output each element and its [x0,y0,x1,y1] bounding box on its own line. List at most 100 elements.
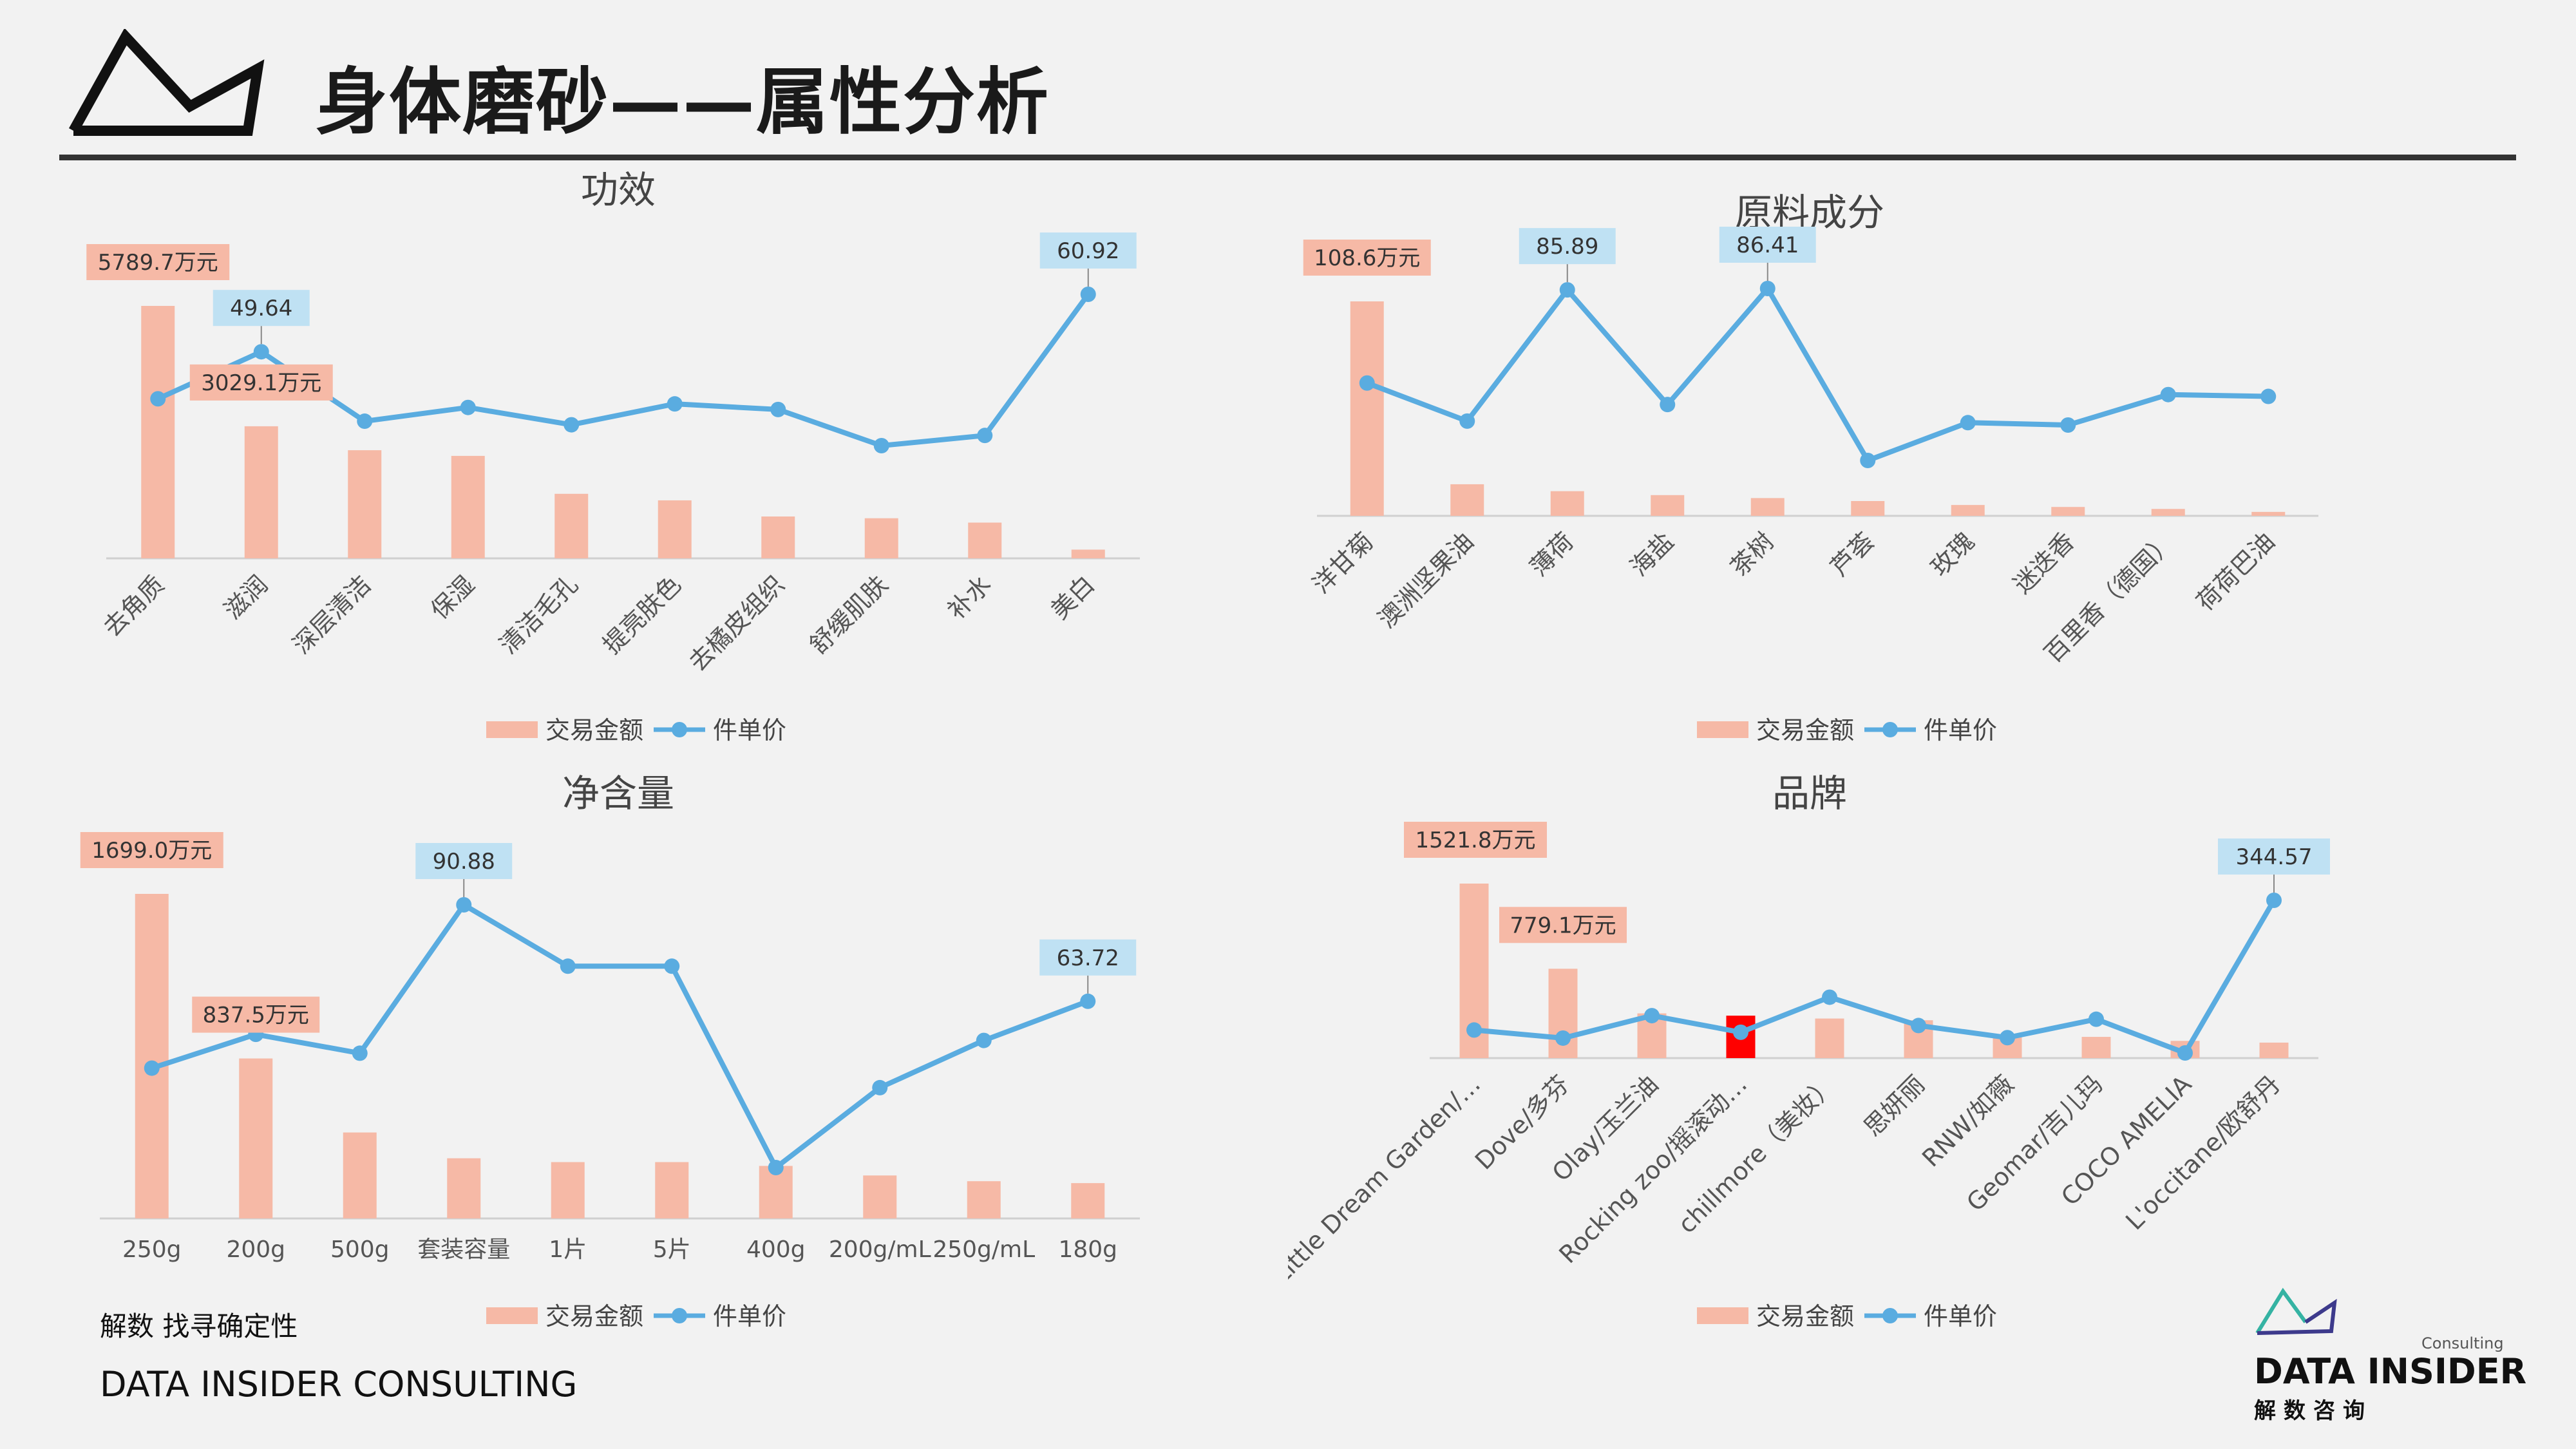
label-box [1519,228,1616,265]
page-title: 身体磨砂——属性分析 [316,61,1050,144]
line-point [1733,1024,1748,1040]
line-data-label: 90.88 [415,843,513,897]
line-point [144,1060,160,1076]
bar [554,493,589,558]
tick-label: chillmore（美妆） [1672,1070,1841,1238]
bar [1851,501,1885,516]
bar [1071,1183,1105,1218]
label-box [2218,838,2330,875]
tick-label: 提亮肤色 [598,570,687,659]
title-divider [59,155,2516,160]
legend-bar-swatch [486,721,538,738]
line-point [253,344,269,360]
line-point [560,958,576,974]
line-data-label: 85.89 [1519,228,1616,283]
tick-label: 去橘皮组织 [683,570,790,676]
line-point [1960,415,1976,431]
tick-label: 深层清洁 [287,570,377,659]
bar-data-label: 5789.7万元 [86,244,230,280]
label-box [1404,822,1547,858]
bar [655,1162,689,1218]
tick-label: 薄荷 [1524,527,1579,582]
tick-label: 洋甘菊 [1307,527,1379,599]
legend-bar-swatch [1697,721,1748,738]
line-data-label: 63.72 [1039,939,1137,994]
bar [451,455,485,558]
series-line [1473,898,2277,1056]
label-text: 108.6万元 [1314,245,1420,271]
line-point [1080,287,1096,302]
legend-label: 件单价 [1924,1302,1997,1331]
tick-label: 迷迭香 [2008,527,2080,599]
tick-label: 5片 [653,1236,691,1263]
bar [239,1058,273,1218]
footer-tagline-cn: 解数 找寻确定性 [100,1311,298,1342]
tick-label: 保湿 [425,570,480,625]
tick-label: 补水 [942,570,997,625]
label-box [1039,232,1137,269]
line-point [1466,1022,1482,1038]
bar-data-label: 108.6万元 [1303,240,1431,276]
line-point [2266,893,2282,908]
label-text: 5789.7万元 [98,250,218,276]
bar [348,450,382,558]
label-text: 60.92 [1057,238,1119,264]
bar [658,500,692,558]
line-point [2060,417,2076,433]
chart-volume: 净含量 250g 200g 500g 套装容量 1片 5片 400g 200g/mL 250g/m… [80,772,1140,1331]
series-line [1366,286,2269,463]
chart-title: 功效 [581,168,656,212]
tick-label: 海盐 [1625,527,1680,582]
label-text: 63.72 [1057,945,1119,971]
bar [1750,498,1785,516]
line-point [1822,989,1837,1005]
bar [1450,484,1484,516]
bar [244,426,278,558]
label-box [1719,227,1816,263]
label-box [86,244,230,280]
tick-label: 美白 [1045,570,1100,625]
tick-label: 舒缓肌肤 [804,570,894,659]
line-data-label: 86.41 [1719,227,1816,281]
tick-label: 200g/mL [829,1236,931,1263]
line-point [1080,993,1096,1009]
tick-label: 滋润 [218,570,273,625]
line-point [664,958,680,974]
line-point [873,438,889,453]
bar [1951,505,1985,516]
line-point [352,1045,368,1061]
line-point [1555,1030,1571,1046]
label-text: 86.41 [1736,232,1799,258]
bar-data-label: 837.5万元 [192,996,320,1033]
tick-label: 芦荟 [1825,527,1880,582]
tick-label: 荷荷巴油 [2191,527,2280,616]
legend-line-marker [1882,722,1898,737]
tick-label: Little Dream Garden/… [1288,1070,1486,1289]
bar [761,516,795,558]
chart-title: 品牌 [1772,772,1847,815]
line-point [770,401,786,417]
bar [447,1158,481,1218]
tick-label: 250g [122,1236,182,1263]
label-text: 1521.8万元 [1416,828,1536,853]
line-point [1759,281,1776,296]
line-data-label: 60.92 [1039,232,1137,287]
label-box [1039,939,1137,976]
tick-label: 套装容量 [417,1236,510,1263]
legend-bar-swatch [486,1307,538,1324]
bar [551,1162,585,1218]
series-line [151,902,1089,1170]
line-point [2160,386,2176,402]
tick-label: 玫瑰 [1925,527,1980,582]
label-text: 1699.0万元 [91,838,212,864]
bar-data-label: 779.1万元 [1499,907,1627,943]
line-point [357,413,373,430]
legend-label: 交易金额 [1756,1302,1854,1331]
tick-label: 200g [226,1236,285,1263]
line-point [2260,388,2277,404]
line-point [150,391,166,407]
tick-label: 茶树 [1725,527,1779,582]
bar [967,1181,1001,1218]
line-point [2177,1045,2193,1061]
bar [343,1132,377,1218]
